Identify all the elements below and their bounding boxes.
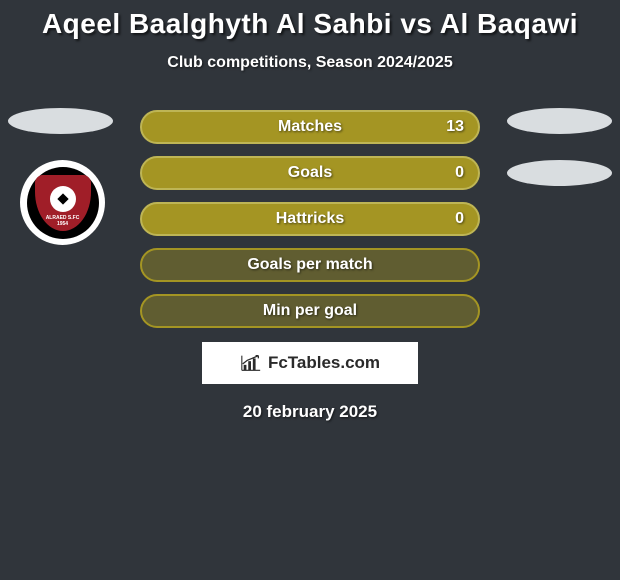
- stat-label: Goals: [288, 164, 332, 182]
- bar-chart-icon: [240, 353, 262, 373]
- stat-rows: Matches 13 Goals 0 Hattricks 0 Goals per match…: [140, 110, 480, 328]
- page-title: Aqeel Baalghyth Al Sahbi vs Al Baqawi: [0, 0, 620, 40]
- footer-date: 20 february 2025: [0, 402, 620, 422]
- stats-area: ALRAED S.FC 1954 Matches13Goals0Hattrick…: [0, 110, 620, 422]
- brand-box: FcTables.com: [202, 342, 418, 384]
- placeholder-ellipse-left: [8, 108, 113, 134]
- placeholder-ellipse-right-2: [507, 160, 612, 186]
- brand-text: FcTables.com: [268, 353, 380, 373]
- soccer-ball-icon: [50, 186, 76, 212]
- stat-row: Hattricks 0: [140, 202, 480, 236]
- stat-label: Min per goal: [263, 302, 357, 320]
- club-badge-shield: ALRAED S.FC 1954: [35, 175, 91, 231]
- stat-value-right: 0: [455, 210, 464, 228]
- placeholder-ellipse-right-1: [507, 108, 612, 134]
- stat-row: Goals per match: [140, 248, 480, 282]
- club-badge: ALRAED S.FC 1954: [20, 160, 105, 245]
- stat-row: Goals 0: [140, 156, 480, 190]
- club-badge-year: 1954: [57, 221, 68, 227]
- stat-row: Min per goal: [140, 294, 480, 328]
- club-badge-ring: ALRAED S.FC 1954: [27, 167, 99, 239]
- stat-label: Goals per match: [247, 256, 372, 274]
- stat-row: Matches 13: [140, 110, 480, 144]
- stat-label: Hattricks: [276, 210, 344, 228]
- stat-label: Matches: [278, 118, 342, 136]
- subtitle: Club competitions, Season 2024/2025: [0, 54, 620, 72]
- stat-value-right: 0: [455, 164, 464, 182]
- stat-value-right: 13: [446, 118, 464, 136]
- club-badge-text: ALRAED S.FC 1954: [35, 215, 91, 227]
